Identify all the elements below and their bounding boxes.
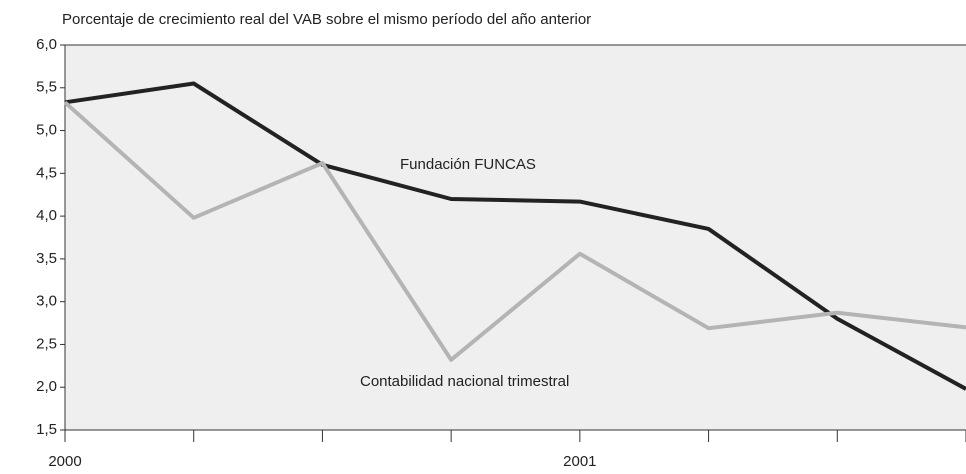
y-tick-label: 4,0: [36, 207, 57, 224]
y-tick-label: 5,0: [36, 122, 57, 139]
chart-title: Porcentaje de crecimiento real del VAB s…: [62, 11, 591, 28]
series-label: Contabilidad nacional trimestral: [360, 373, 569, 390]
y-tick-label: 5,5: [36, 79, 57, 96]
y-tick-label: 3,0: [36, 293, 57, 310]
y-tick-label: 1,5: [36, 421, 57, 438]
series-label: Fundación FUNCAS: [400, 156, 536, 173]
y-tick-label: 6,0: [36, 36, 57, 53]
y-tick-label: 4,5: [36, 164, 57, 181]
y-tick-label: 2,0: [36, 378, 57, 395]
y-tick-label: 2,5: [36, 335, 57, 352]
x-tick-label: 2000: [48, 453, 81, 469]
y-tick-label: 3,5: [36, 250, 57, 267]
plot-background: [65, 45, 966, 430]
x-tick-label: 2001: [563, 453, 596, 469]
series-line: [63, 100, 966, 362]
series-line: [64, 81, 966, 391]
